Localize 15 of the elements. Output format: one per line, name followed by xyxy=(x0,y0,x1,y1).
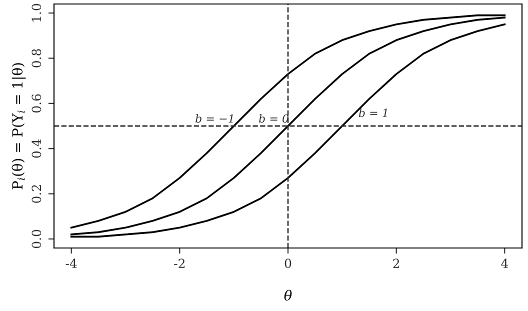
series-label: b = −1 xyxy=(196,114,233,123)
x-tick-label: 2 xyxy=(393,258,400,268)
y-tick-label: 0.4 xyxy=(32,139,42,158)
y-axis-title: P$_{i}$(θ) = P(Y$_{i}$ = 1|θ) xyxy=(12,63,26,190)
x-tick-label: -2 xyxy=(174,258,185,268)
y-tick-label: 0.6 xyxy=(32,94,42,113)
y-tick-label: 1.0 xyxy=(32,4,42,22)
x-tick-label: 0 xyxy=(284,258,292,268)
x-tick-label: 4 xyxy=(501,258,508,268)
y-tick-label: 0.8 xyxy=(32,49,42,68)
x-tick-label: -4 xyxy=(66,258,77,268)
y-tick-label: 0.2 xyxy=(32,185,42,203)
x-axis-title: θ xyxy=(284,290,292,301)
y-tick-label: 0.0 xyxy=(32,230,42,248)
series-label: b = 1 xyxy=(358,108,387,118)
